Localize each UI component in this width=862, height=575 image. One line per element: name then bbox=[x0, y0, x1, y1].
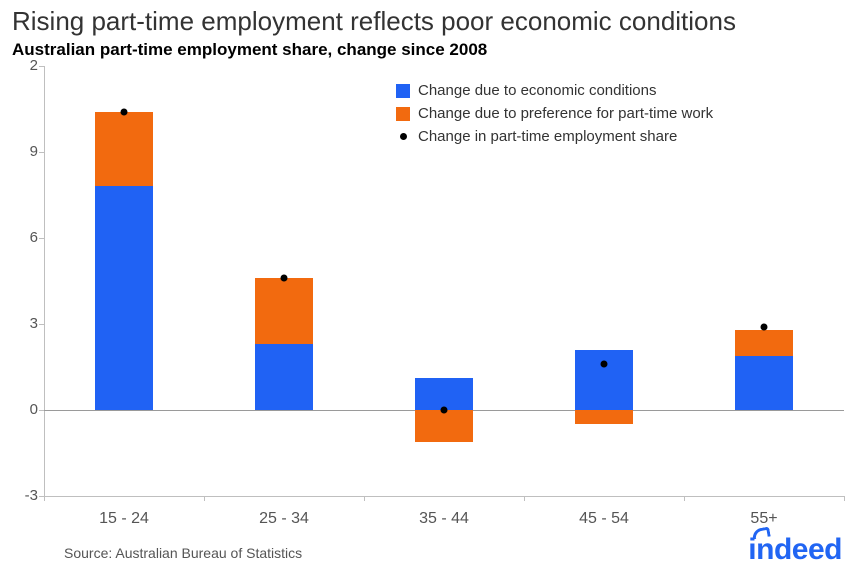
point-total bbox=[121, 108, 128, 115]
legend-label: Change due to economic conditions bbox=[418, 82, 657, 99]
category-label: 55+ bbox=[684, 510, 844, 528]
category-label: 15 - 24 bbox=[44, 510, 204, 528]
bar-preference bbox=[575, 410, 633, 424]
bar-preference bbox=[415, 410, 473, 442]
point-total bbox=[601, 361, 608, 368]
legend-label: Change due to preference for part-time w… bbox=[418, 105, 713, 122]
y-tick-label: 9 bbox=[8, 143, 38, 160]
y-tick-label: -3 bbox=[8, 487, 38, 504]
y-tick-label: 3 bbox=[8, 315, 38, 332]
bar-preference bbox=[255, 278, 313, 344]
bar-economic bbox=[575, 350, 633, 410]
point-total bbox=[281, 275, 288, 282]
category-label: 45 - 54 bbox=[524, 510, 684, 528]
chart-title: Rising part-time employment reflects poo… bbox=[12, 6, 736, 37]
legend: Change due to economic conditions Change … bbox=[396, 82, 713, 151]
y-tick-mark bbox=[39, 66, 44, 67]
bar-economic bbox=[255, 344, 313, 410]
y-axis bbox=[44, 66, 45, 496]
bar-economic bbox=[415, 378, 473, 410]
source-text: Source: Australian Bureau of Statistics bbox=[64, 545, 302, 561]
bar-preference bbox=[735, 330, 793, 356]
legend-item: Change due to preference for part-time w… bbox=[396, 105, 713, 122]
point-total bbox=[761, 323, 768, 330]
legend-label: Change in part-time employment share bbox=[418, 128, 677, 145]
point-total bbox=[441, 407, 448, 414]
bar-economic bbox=[735, 356, 793, 410]
y-tick-mark bbox=[39, 152, 44, 153]
legend-item: Change in part-time employment share bbox=[396, 128, 713, 145]
legend-swatch bbox=[396, 84, 410, 98]
bar-economic bbox=[95, 186, 153, 410]
legend-item: Change due to economic conditions bbox=[396, 82, 713, 99]
x-axis bbox=[44, 496, 844, 497]
y-tick-label: 6 bbox=[8, 229, 38, 246]
indeed-logo: indeed bbox=[748, 533, 842, 567]
bar-preference bbox=[95, 112, 153, 187]
x-tick-mark bbox=[844, 496, 845, 501]
legend-marker-dot bbox=[396, 130, 410, 144]
y-tick-label: 0 bbox=[8, 401, 38, 418]
y-tick-mark bbox=[39, 238, 44, 239]
y-tick-mark bbox=[39, 324, 44, 325]
y-tick-label: 2 bbox=[8, 57, 38, 74]
category-label: 25 - 34 bbox=[204, 510, 364, 528]
logo-text-tail: ndeed bbox=[756, 533, 842, 566]
legend-swatch bbox=[396, 107, 410, 121]
category-label: 35 - 44 bbox=[364, 510, 524, 528]
chart-subtitle: Australian part-time employment share, c… bbox=[12, 40, 487, 60]
y-tick-mark bbox=[39, 410, 44, 411]
